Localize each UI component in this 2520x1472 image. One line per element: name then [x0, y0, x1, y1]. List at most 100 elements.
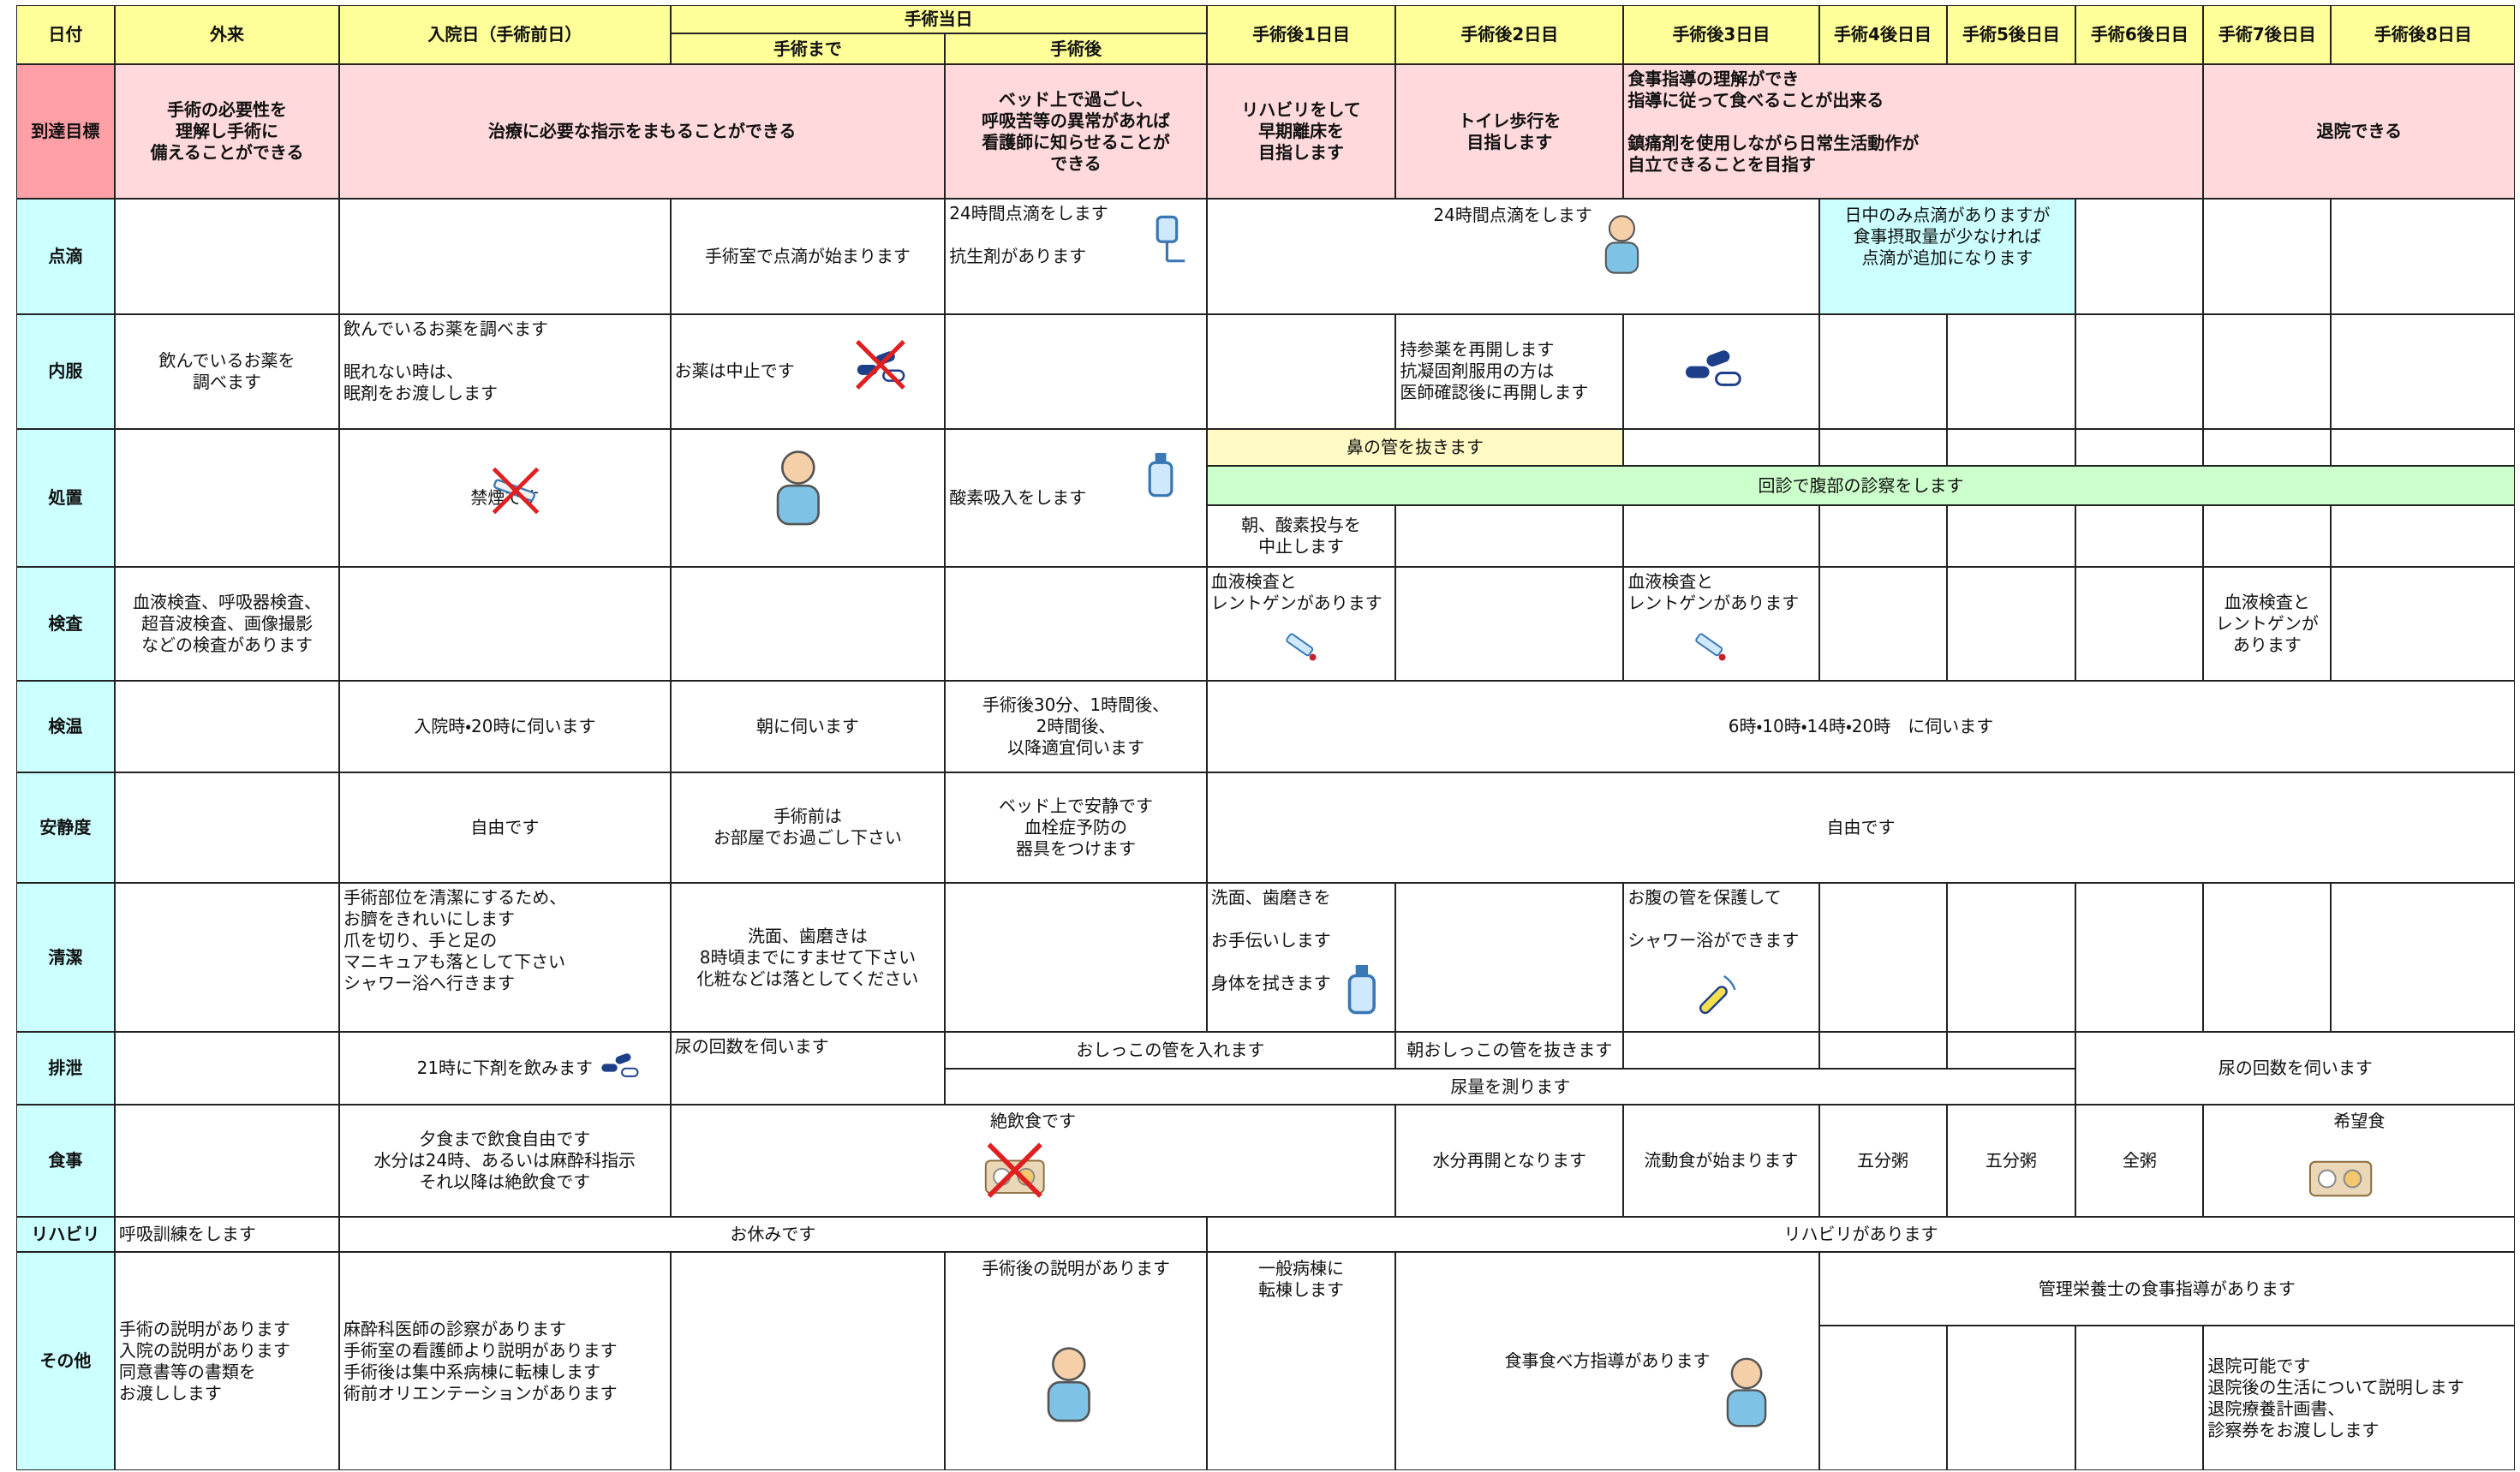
cell: 手術後30分、1時間後、 2時間後、 以降適宜伺います	[945, 680, 1207, 772]
empty-cell	[2331, 566, 2516, 681]
icon	[1148, 452, 1173, 497]
row-label: 検査	[15, 566, 115, 681]
icon	[1685, 350, 1741, 386]
header-cell: 外来	[114, 4, 340, 64]
empty-cell	[1818, 1326, 1947, 1471]
header-cell: 手術7後日目	[2203, 4, 2332, 64]
cell: 食事食べ方指導があります	[1395, 1252, 1819, 1471]
header-cell: 手術後	[945, 33, 1207, 64]
cell: 全粥	[2075, 1104, 2204, 1217]
empty-cell	[2075, 428, 2204, 466]
cell: 絶飲食です	[670, 1104, 1396, 1217]
row-label: 内服	[15, 314, 115, 429]
cell: 手術の必要性を 理解し手術に 備えることができる	[114, 63, 340, 200]
cell: 飲んでいるお薬を調べます 眠れない時は、 眠剤をお渡しします	[339, 314, 671, 429]
header-cell: 手術後8日目	[2331, 4, 2516, 64]
cell: 水分再開となります	[1395, 1104, 1624, 1217]
cell: 五分粥	[1946, 1104, 2076, 1217]
row-label: 安静度	[15, 772, 115, 884]
empty-cell	[1946, 566, 2076, 681]
empty-cell	[114, 1104, 340, 1217]
cell: 尿量を測ります	[945, 1069, 2076, 1105]
cell: 朝に伺います	[670, 680, 946, 772]
empty-cell	[1395, 566, 1624, 681]
cell: ベッド上で安静です 血栓症予防の 器具をつけます	[945, 772, 1207, 884]
cell: おしっこの管を入れます	[945, 1032, 1396, 1070]
row-label: リハビリ	[15, 1216, 115, 1253]
row-label: 到達目標	[15, 63, 115, 200]
empty-cell	[1946, 1326, 2076, 1471]
cell: 21時に下剤を飲みます	[339, 1032, 671, 1105]
header-cell: 手術まで	[670, 33, 946, 64]
cell: 希望食	[2203, 1104, 2516, 1217]
header-cell: 手術5後日目	[1946, 4, 2076, 64]
row-label: 清潔	[15, 883, 115, 1033]
cell: 食事指導の理解ができ 指導に従って食べることが出来る 鎮痛剤を使用しながら日常生…	[1623, 63, 2204, 200]
empty-cell	[2203, 883, 2332, 1033]
empty-cell	[114, 428, 340, 567]
header-cell: 手術4後日目	[1818, 4, 1947, 64]
row-label: 食事	[15, 1104, 115, 1217]
icon	[1286, 633, 1317, 661]
empty-cell	[2075, 566, 2204, 681]
cell: 麻酔科医師の診察があります 手術室の看護師より説明があります 手術後は集中系病棟…	[339, 1252, 671, 1471]
row-label: 処置	[15, 428, 115, 567]
cell: 回診で腹部の診察をします	[1206, 465, 2516, 506]
icon	[492, 468, 540, 515]
icon	[1347, 965, 1376, 1015]
cell: 洗面、歯磨きを お手伝いします 身体を拭きます	[1206, 883, 1396, 1033]
empty-cell	[1818, 883, 1947, 1033]
empty-cell	[2075, 505, 2204, 567]
icon	[2308, 1161, 2373, 1197]
cell: リハビリがあります	[1206, 1216, 2516, 1253]
empty-cell	[1818, 566, 1947, 681]
cell: トイレ歩行を 目指します	[1395, 63, 1624, 200]
cell: 酸素吸入をします	[945, 428, 1207, 567]
empty-cell	[1395, 505, 1624, 567]
header-cell: 手術6後日目	[2075, 4, 2204, 64]
cell: 飲んでいるお薬を 調べます	[114, 314, 340, 429]
empty-cell	[2203, 505, 2332, 567]
cell: 6時・10時・14時・20時 に伺います	[1206, 680, 2516, 772]
empty-cell	[1946, 314, 2076, 429]
header-cell: 手術後1日目	[1206, 4, 1396, 64]
cell: 手術部位を清潔にするため、 お臍をきれいにします 爪を切り、手と足の マニキュア…	[339, 883, 671, 1033]
empty-cell	[1946, 505, 2076, 567]
cell: 手術の説明があります 入院の説明があります 同意書等の書類を お渡しします	[114, 1252, 340, 1471]
cell: 治療に必要な指示をまもることができる	[339, 63, 946, 200]
empty-cell	[1818, 314, 1947, 429]
row-label: 排泄	[15, 1032, 115, 1105]
cell: 日中のみ点滴がありますが 食事摂取量が少なければ 点滴が追加になります	[1818, 199, 2076, 315]
cell: 自由です	[339, 772, 671, 884]
cell: 朝、酸素投与を 中止します	[1206, 505, 1396, 567]
cell: 夕食まで飲食自由です 水分は24時、あるいは麻酔科指示 それ以降は絶飲食です	[339, 1104, 671, 1217]
row-label: 点滴	[15, 199, 115, 315]
empty-cell	[2331, 428, 2516, 466]
cell: 手術室で点滴が始まります	[670, 199, 946, 315]
cell: 手術後の説明があります	[945, 1252, 1207, 1471]
cell: 24時間点滴をします	[1206, 199, 1819, 315]
empty-cell	[945, 314, 1207, 429]
icon	[984, 1143, 1045, 1199]
empty-cell	[2075, 883, 2204, 1033]
cell: 禁煙です	[339, 428, 671, 567]
cell: 自由です	[1206, 772, 2516, 884]
cell: お薬は中止です	[670, 314, 946, 429]
empty-cell	[114, 883, 340, 1033]
empty-cell	[2075, 314, 2204, 429]
cell: 退院できる	[2203, 63, 2516, 200]
empty-cell	[1623, 314, 1819, 429]
empty-cell	[2203, 199, 2332, 315]
empty-cell	[2075, 1326, 2204, 1471]
cell: 五分粥	[1818, 1104, 1947, 1217]
cell: お休みです	[339, 1216, 1207, 1253]
cell: 入院時・20時に伺います	[339, 680, 671, 772]
cell: リハビリをして 早期離床を 目指します	[1206, 63, 1396, 200]
cell: 退院可能です 退院後の生活について説明します 退院療養計画書、 診察券をお渡しし…	[2203, 1326, 2516, 1471]
cell: お腹の管を保護して シャワー浴ができます	[1623, 883, 1819, 1033]
row-label: 検温	[15, 680, 115, 772]
row-label: その他	[15, 1252, 115, 1471]
header-cell: 日付	[15, 4, 115, 64]
cell: 鼻の管を抜きます	[1206, 428, 1624, 466]
empty-cell	[670, 566, 946, 681]
